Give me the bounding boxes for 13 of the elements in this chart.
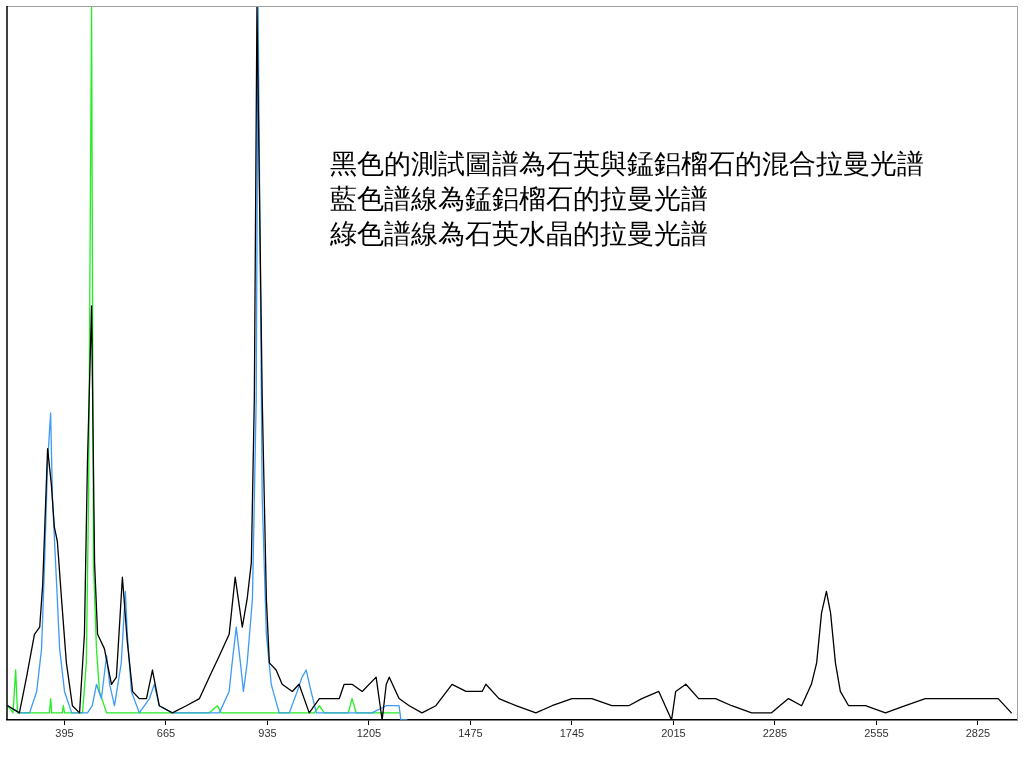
x-tick-label: 665	[156, 726, 176, 739]
x-tick-label: 2825	[965, 726, 991, 739]
x-tick-label: 2015	[661, 726, 686, 739]
x-tick-label: 1475	[458, 726, 483, 739]
x-tick-label: 1745	[559, 726, 585, 739]
x-tick-label: 2285	[762, 726, 788, 739]
annotation: 黑色的測試圖譜為石英與錳鋁榴石的混合拉曼光譜	[330, 148, 924, 180]
annotation: 藍色譜線為錳鋁榴石的拉曼光譜	[330, 183, 708, 215]
x-tick-label: 2555	[864, 726, 889, 739]
x-tick-label: 395	[55, 726, 74, 739]
x-tick-label: 1205	[356, 726, 382, 739]
x-tick-label: 935	[258, 726, 277, 739]
annotation: 綠色譜線為石英水晶的拉曼光譜	[329, 218, 708, 250]
